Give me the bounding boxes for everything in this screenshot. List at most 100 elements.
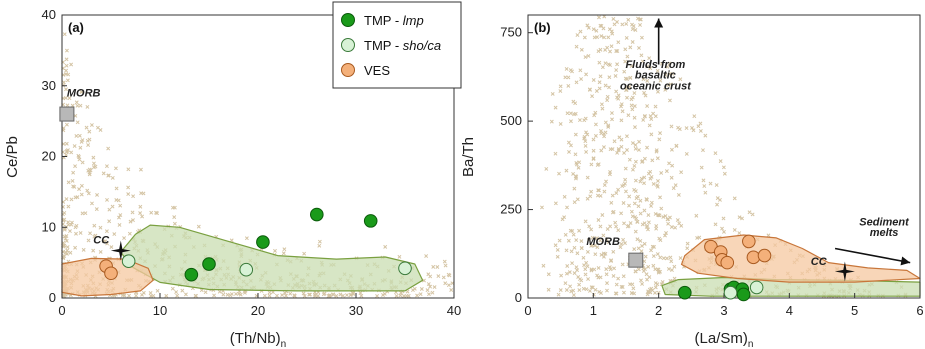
background-point [750,212,755,217]
background-point [641,77,646,82]
background-point [609,259,613,263]
background-point [104,164,109,169]
background-point [646,264,651,269]
background-point [666,267,671,271]
background-point [599,23,604,28]
background-point [654,148,659,153]
background-point [571,171,576,176]
legend-marker-tmp-lmp [341,13,355,27]
background-point [614,89,619,94]
background-point [722,229,726,234]
tmp-lmp-point [363,214,378,228]
background-point [623,241,627,246]
background-point [585,132,590,137]
background-point [589,227,594,232]
background-point [394,293,399,298]
background-point [645,223,650,228]
background-point [556,292,561,297]
background-point [71,184,76,189]
background-point [139,167,143,172]
annotation-morb: MORB [67,87,101,99]
background-point [718,159,723,164]
background-point [584,287,589,292]
background-point [620,22,625,27]
background-point [91,248,96,253]
background-point [655,68,660,73]
background-point [602,189,607,194]
background-point [631,167,635,172]
background-point [302,294,307,298]
background-point [570,261,575,266]
background-point [633,143,638,147]
background-point [625,224,630,229]
background-point [86,191,91,196]
background-point [663,214,668,218]
background-point [645,277,650,282]
background-point [280,293,285,297]
background-point [148,291,153,295]
background-point [668,82,673,87]
background-point [140,214,145,219]
background-point [104,229,109,234]
background-point [64,122,69,127]
background-point [605,281,609,286]
background-point [645,104,650,108]
background-point [113,166,118,171]
background-point [126,185,131,190]
background-point [117,223,122,227]
background-point [581,286,586,291]
background-point [175,293,180,298]
background-point [646,213,651,218]
x-tick-label: 0 [524,303,531,318]
background-point [646,289,651,294]
background-point [131,194,136,199]
background-point [558,288,563,293]
background-point [563,232,568,237]
background-point [703,133,708,138]
background-point [334,293,339,298]
background-point [685,241,690,246]
background-point [106,173,111,178]
axis-ticks: 0 10 20 30 40 0 10 20 30 40 0 1 2 3 4 5 6 0 250 500 750 [42,7,924,318]
background-point [702,184,707,188]
background-point [659,206,664,211]
tmp-shoca-point [749,280,764,295]
background-point [64,87,68,92]
background-point [677,221,682,226]
background-point [595,245,600,250]
background-point [338,292,343,297]
background-point [593,252,598,257]
background-point [172,205,177,210]
background-point [643,254,648,259]
background-point [114,186,119,191]
tmp-lmp-point [184,267,199,282]
background-point [596,218,601,222]
background-point [612,139,617,144]
background-point [92,223,97,228]
background-point [669,124,674,129]
background-point [658,269,663,274]
background-point [62,32,67,37]
background-point [341,293,345,298]
background-point [402,294,406,298]
background-point [69,197,74,202]
background-point [75,195,80,200]
background-point [642,241,647,246]
background-point [63,236,68,241]
background-point [658,255,663,260]
background-point [422,278,426,283]
background-point [449,288,454,292]
background-point [308,292,312,297]
ves-point [742,234,756,249]
background-point [64,63,69,68]
background-point [632,187,637,192]
background-point [630,107,635,112]
background-point [565,111,570,116]
background-point [562,215,567,220]
background-point [221,292,226,297]
background-point [674,143,679,148]
background-point [564,271,569,276]
background-point [657,236,662,241]
background-point [699,165,704,170]
